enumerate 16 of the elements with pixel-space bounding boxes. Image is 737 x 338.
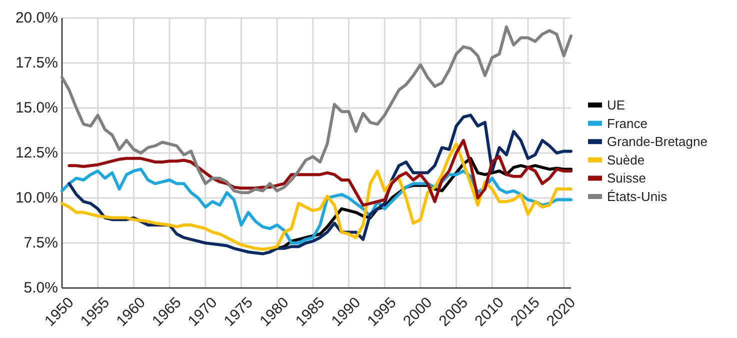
- legend-label: États-Unis: [607, 189, 668, 204]
- y-tick-label: 7.5%: [24, 234, 58, 252]
- y-tick-label: 15.0%: [15, 100, 58, 116]
- legend-label: UE: [607, 98, 626, 112]
- y-tick-label: 17.5%: [15, 54, 58, 72]
- y-tick-label: 5.0%: [24, 280, 58, 296]
- legend-label: Grande-Bretagne: [607, 134, 708, 150]
- y-tick-label: 20.0%: [15, 10, 58, 26]
- legend-label: Suède: [607, 152, 645, 168]
- line-series: [60, 142, 572, 251]
- legend-label: France: [607, 116, 648, 131]
- line-series: [60, 26, 572, 194]
- y-tick-label: 10.0%: [15, 190, 58, 206]
- line-series: [68, 138, 572, 207]
- y-tick-label: 12.5%: [15, 144, 58, 162]
- legend-label: Suisse: [607, 170, 646, 186]
